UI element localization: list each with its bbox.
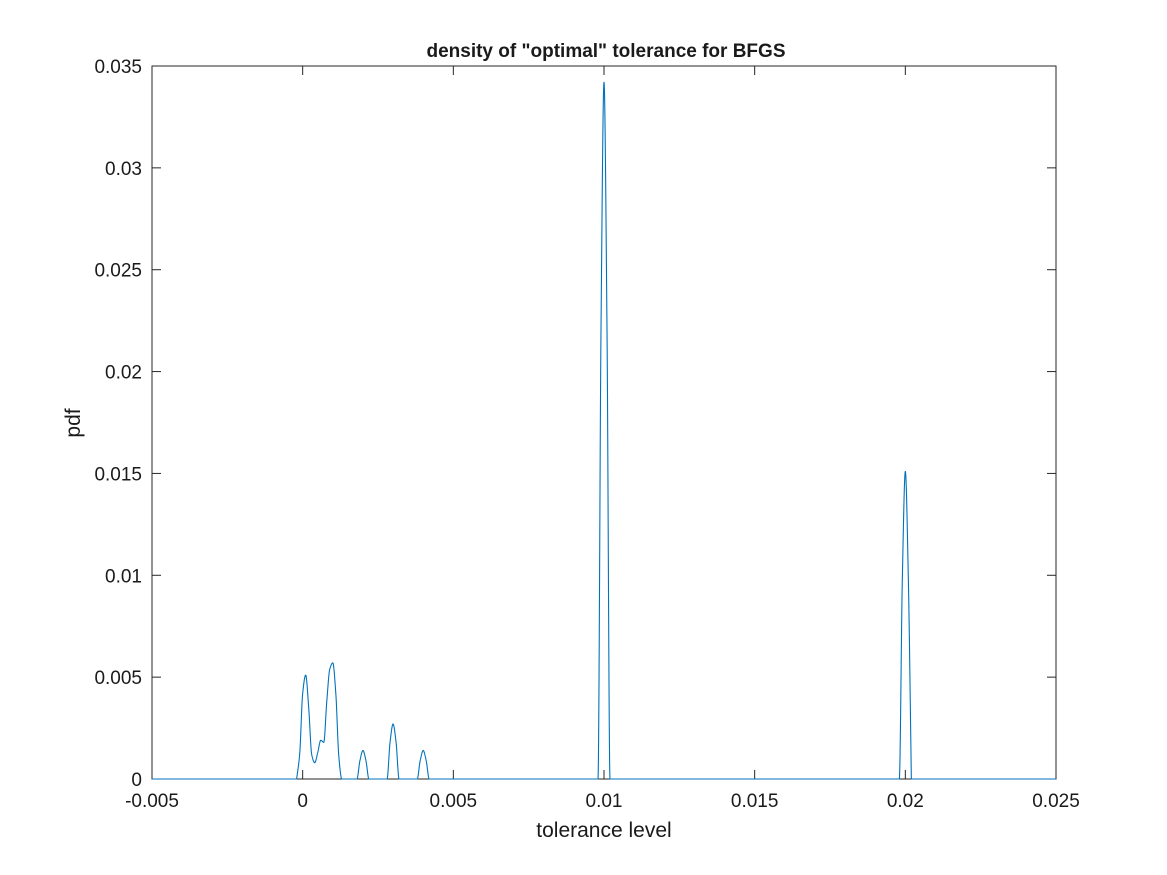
y-tick-label: 0.02 [105, 363, 142, 384]
x-tick-label: 0.02 [887, 791, 924, 812]
x-tick-label: -0.005 [125, 791, 179, 812]
y-axis-title: pdf [62, 408, 85, 437]
plot-area [151, 65, 1057, 780]
x-tick-label: 0.015 [731, 791, 779, 812]
y-tick-label: 0.025 [94, 261, 142, 282]
chart-title: density of "optimal" tolerance for BFGS [426, 41, 785, 62]
x-axis-title: tolerance level [536, 819, 671, 842]
y-tick-label: 0 [131, 770, 142, 791]
x-tick-label: 0.01 [586, 791, 623, 812]
y-tick-label: 0.01 [105, 566, 142, 587]
y-axis: 0 0.005 0.01 0.015 0.02 0.025 0.03 0.035 [94, 57, 1056, 791]
y-tick-label: 0.005 [94, 668, 142, 689]
density-curve [152, 81, 1056, 780]
x-tick-label: 0 [297, 791, 308, 812]
y-tick-label: 0.035 [94, 57, 142, 78]
x-axis: -0.005 0 0.005 0.01 0.015 0.02 0.025 [125, 66, 1080, 812]
y-tick-label: 0.015 [94, 464, 142, 485]
x-tick-label: 0.025 [1032, 791, 1080, 812]
y-tick-label: 0.03 [105, 159, 142, 180]
x-tick-label: 0.005 [430, 791, 478, 812]
